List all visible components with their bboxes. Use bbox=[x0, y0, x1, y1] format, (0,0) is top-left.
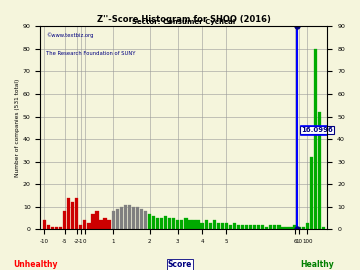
Bar bbox=[237, 225, 240, 230]
Bar bbox=[306, 223, 309, 230]
Bar bbox=[168, 218, 171, 230]
Bar bbox=[83, 220, 86, 230]
Bar bbox=[140, 209, 143, 230]
Bar bbox=[152, 216, 155, 229]
Bar bbox=[95, 211, 99, 229]
Bar bbox=[116, 209, 119, 230]
Bar bbox=[79, 225, 82, 230]
Title: Z''-Score Histogram for SHOO (2016): Z''-Score Histogram for SHOO (2016) bbox=[97, 15, 271, 24]
Bar bbox=[120, 207, 123, 229]
Text: Healthy: Healthy bbox=[300, 260, 334, 269]
Bar bbox=[144, 211, 147, 229]
Bar bbox=[160, 218, 163, 230]
Text: Score: Score bbox=[168, 260, 192, 269]
Bar bbox=[136, 207, 139, 229]
Bar bbox=[245, 225, 248, 230]
Bar bbox=[249, 225, 252, 230]
Bar bbox=[51, 227, 54, 230]
Bar bbox=[269, 225, 273, 230]
Bar bbox=[233, 223, 236, 230]
Bar bbox=[87, 223, 90, 230]
Bar bbox=[318, 112, 321, 230]
Bar bbox=[261, 225, 264, 230]
Bar bbox=[197, 220, 200, 230]
Bar bbox=[213, 220, 216, 230]
Bar bbox=[225, 223, 228, 230]
Bar bbox=[123, 205, 127, 230]
Bar bbox=[188, 220, 192, 230]
Bar bbox=[47, 225, 50, 230]
Bar bbox=[148, 214, 151, 230]
Bar bbox=[281, 227, 284, 230]
Bar bbox=[201, 223, 204, 230]
Bar bbox=[156, 218, 159, 230]
Bar bbox=[277, 225, 280, 230]
Bar bbox=[192, 220, 195, 230]
Text: ©www.textbiz.org: ©www.textbiz.org bbox=[46, 32, 94, 38]
Bar bbox=[99, 220, 103, 230]
Bar bbox=[103, 218, 107, 230]
Bar bbox=[132, 207, 135, 229]
Bar bbox=[293, 225, 297, 230]
Bar bbox=[253, 225, 256, 230]
Bar bbox=[128, 205, 131, 230]
Bar bbox=[302, 227, 305, 230]
Bar bbox=[297, 227, 301, 230]
Bar bbox=[59, 227, 62, 230]
Text: The Research Foundation of SUNY: The Research Foundation of SUNY bbox=[46, 50, 136, 56]
Bar bbox=[164, 216, 167, 229]
Bar bbox=[229, 225, 232, 230]
Bar bbox=[67, 198, 70, 230]
Text: Sector: Consumer Cyclical: Sector: Consumer Cyclical bbox=[132, 19, 235, 25]
Bar bbox=[217, 223, 220, 230]
Bar bbox=[184, 218, 188, 230]
Bar bbox=[322, 227, 325, 230]
Bar bbox=[241, 225, 244, 230]
Bar bbox=[180, 220, 184, 230]
Bar bbox=[221, 223, 224, 230]
Text: 16.0996: 16.0996 bbox=[301, 127, 333, 133]
Bar bbox=[91, 214, 95, 230]
Bar bbox=[273, 225, 276, 230]
Bar bbox=[112, 211, 115, 229]
Bar bbox=[314, 49, 317, 230]
Bar bbox=[257, 225, 260, 230]
Bar bbox=[208, 223, 212, 230]
Bar bbox=[108, 220, 111, 230]
Bar bbox=[285, 227, 289, 230]
Bar bbox=[63, 211, 66, 229]
Bar bbox=[265, 227, 269, 230]
Bar bbox=[172, 218, 175, 230]
Bar bbox=[43, 220, 46, 230]
Bar bbox=[310, 157, 313, 230]
Bar bbox=[71, 202, 74, 230]
Y-axis label: Number of companies (531 total): Number of companies (531 total) bbox=[15, 79, 20, 177]
Text: Unhealthy: Unhealthy bbox=[14, 260, 58, 269]
Bar bbox=[55, 227, 58, 230]
Bar bbox=[75, 198, 78, 230]
Bar bbox=[289, 227, 293, 230]
Bar bbox=[204, 220, 208, 230]
Bar bbox=[176, 220, 179, 230]
